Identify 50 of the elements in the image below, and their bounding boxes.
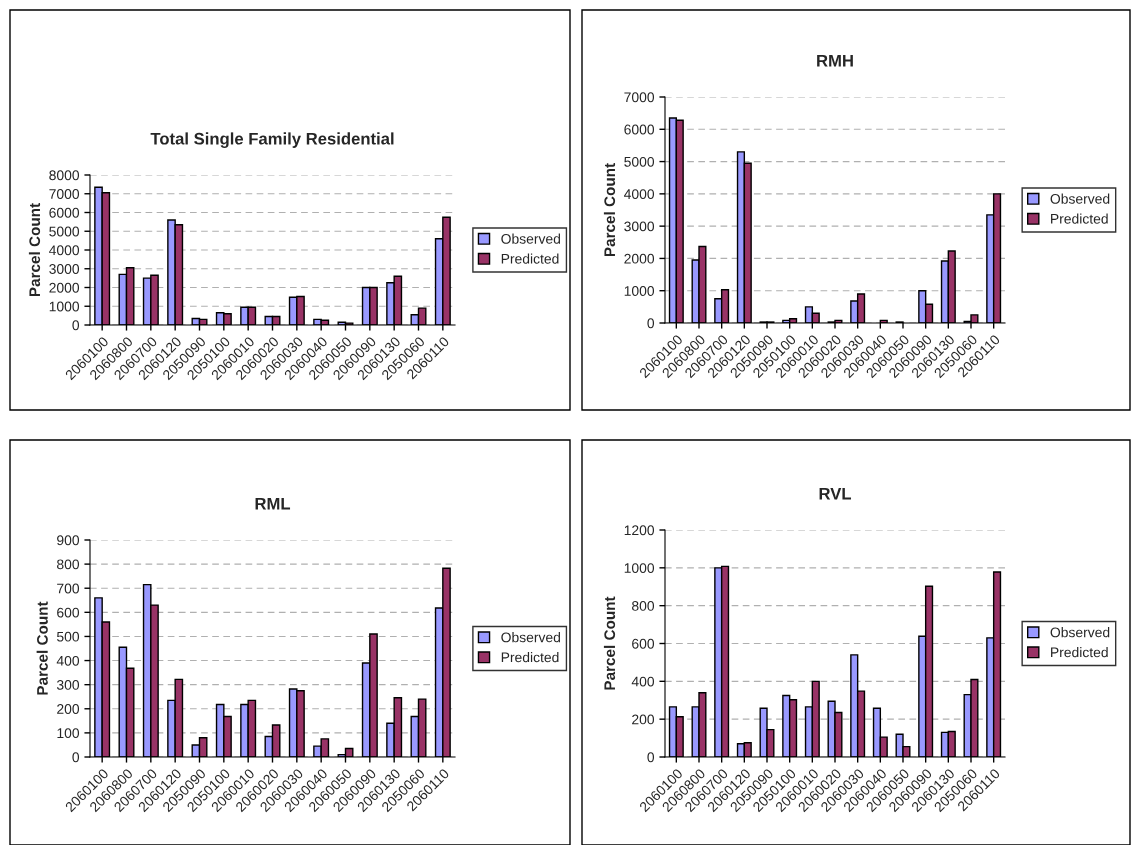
y-tick-label: 6000 [624, 124, 655, 135]
y-tick-label: 700 [57, 583, 80, 594]
y-tick-label: 1000 [624, 286, 655, 296]
legend-label: Predicted [1051, 213, 1108, 224]
y-tick-label: 0 [647, 752, 655, 763]
y-tick-label: 500 [56, 631, 80, 642]
legend-label: Predicted [501, 253, 559, 264]
chart-title: Total Single Family Residential [150, 132, 394, 148]
y-tick-label: 800 [632, 601, 655, 611]
y-tick-label: 800 [57, 559, 80, 570]
chart-title: RML [255, 497, 291, 510]
y-axis-title: Parcel Count [36, 601, 48, 695]
y-tick-label: 900 [57, 535, 80, 546]
y-tick-label: 400 [56, 655, 80, 666]
y-tick-label: 6000 [49, 207, 80, 218]
y-tick-label: 1200 [624, 525, 655, 536]
legend-label: Observed [1050, 627, 1110, 638]
chart-title: RVL [819, 487, 852, 500]
legend-label: Predicted [501, 652, 559, 663]
y-tick-label: 0 [72, 752, 80, 763]
y-tick-label: 200 [632, 714, 655, 725]
y-tick-label: 5000 [49, 226, 80, 237]
y-tick-label: 400 [631, 676, 655, 687]
y-tick-label: 4000 [624, 189, 655, 200]
y-tick-label: 1000 [624, 563, 655, 573]
y-tick-label: 300 [56, 680, 80, 690]
y-tick-label: 4000 [49, 245, 80, 256]
y-tick-label: 600 [632, 638, 655, 649]
y-tick-label: 7000 [49, 189, 80, 199]
legend-label: Predicted [1051, 647, 1108, 658]
y-axis-title: Parcel Count [28, 203, 41, 297]
y-tick-label: 3000 [49, 264, 80, 274]
y-tick-label: 8000 [49, 170, 80, 181]
y-tick-label: 0 [647, 318, 655, 329]
y-tick-label: 3000 [624, 221, 655, 232]
y-tick-label: 2000 [624, 253, 655, 264]
y-tick-label: 1000 [49, 301, 80, 312]
y-axis-title: Parcel Count [603, 596, 616, 690]
y-tick-label: 200 [57, 704, 80, 714]
y-tick-label: 2000 [49, 282, 80, 293]
y-tick-label: 7000 [624, 92, 655, 103]
y-tick-label: 0 [72, 320, 80, 331]
y-tick-label: 100 [57, 728, 80, 739]
y-tick-label: 5000 [624, 156, 655, 167]
legend-label: Observed [501, 233, 560, 244]
legend-label: Observed [501, 632, 560, 643]
legend-label: Observed [1050, 193, 1110, 204]
y-tick-label: 600 [57, 607, 80, 618]
chart-title: RMH [817, 54, 853, 67]
y-axis-title: Parcel Count [603, 163, 616, 257]
